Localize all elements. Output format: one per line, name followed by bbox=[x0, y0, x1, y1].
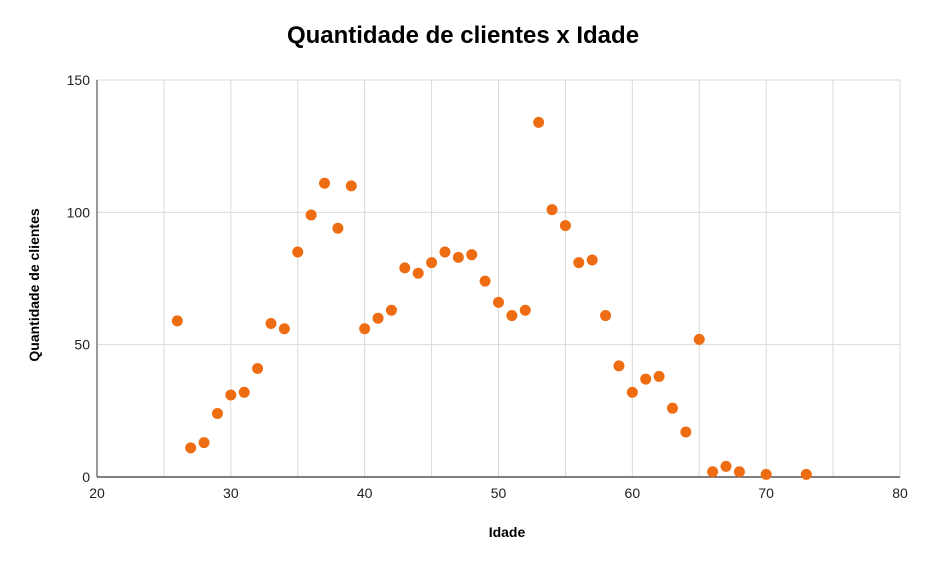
tick-labels: 20 30 40 50 60 70 80 0 50 100 150 bbox=[67, 72, 908, 501]
data-point bbox=[693, 333, 705, 345]
data-point bbox=[720, 460, 732, 472]
y-tick-label: 50 bbox=[74, 337, 90, 353]
data-point bbox=[680, 426, 692, 438]
x-axis-title: Idade bbox=[489, 524, 526, 540]
data-point bbox=[171, 315, 183, 327]
data-point bbox=[265, 317, 277, 329]
y-tick-label: 100 bbox=[67, 204, 91, 220]
data-point bbox=[185, 442, 197, 454]
data-point bbox=[626, 386, 638, 398]
data-point bbox=[546, 204, 558, 216]
data-point bbox=[426, 257, 438, 269]
data-point bbox=[238, 386, 250, 398]
data-point bbox=[519, 304, 531, 316]
data-point bbox=[600, 310, 612, 322]
y-tick-label: 0 bbox=[82, 469, 90, 485]
data-point bbox=[760, 468, 772, 480]
data-point bbox=[332, 222, 344, 234]
data-point bbox=[372, 312, 384, 324]
data-point bbox=[305, 209, 317, 221]
y-tick-label: 150 bbox=[67, 72, 91, 88]
chart-title: Quantidade de clientes x Idade bbox=[286, 22, 640, 49]
data-point bbox=[399, 262, 411, 274]
data-points bbox=[171, 116, 812, 480]
data-point bbox=[653, 370, 665, 382]
data-point bbox=[533, 116, 545, 128]
data-point bbox=[452, 251, 464, 263]
data-point bbox=[225, 389, 237, 401]
data-point bbox=[439, 246, 451, 258]
data-point bbox=[559, 220, 571, 232]
data-point bbox=[292, 246, 304, 258]
x-tick-label: 30 bbox=[223, 485, 239, 501]
data-point bbox=[506, 310, 518, 322]
x-tick-label: 50 bbox=[491, 485, 507, 501]
data-point bbox=[800, 468, 812, 480]
x-tick-label: 80 bbox=[892, 485, 908, 501]
y-axis-title: Quantidade de clientes bbox=[26, 208, 42, 361]
data-point bbox=[479, 275, 491, 287]
data-point bbox=[198, 437, 210, 449]
data-point bbox=[385, 304, 397, 316]
data-point bbox=[493, 296, 504, 308]
x-tick-label: 20 bbox=[89, 485, 105, 501]
data-point bbox=[466, 249, 478, 261]
data-point bbox=[573, 257, 585, 269]
data-point bbox=[707, 466, 719, 478]
data-point bbox=[359, 323, 371, 335]
data-point bbox=[666, 402, 678, 414]
data-point bbox=[278, 323, 290, 335]
data-point bbox=[412, 267, 424, 279]
x-tick-label: 70 bbox=[758, 485, 774, 501]
x-tick-label: 40 bbox=[357, 485, 373, 501]
data-point bbox=[345, 180, 357, 192]
data-point bbox=[211, 407, 223, 419]
data-point bbox=[586, 254, 598, 266]
data-point bbox=[319, 177, 331, 189]
x-tick-label: 60 bbox=[625, 485, 641, 501]
data-point bbox=[252, 362, 264, 374]
grid-lines bbox=[97, 79, 901, 477]
data-point bbox=[613, 360, 625, 372]
data-point bbox=[640, 373, 652, 385]
data-point bbox=[733, 466, 745, 478]
